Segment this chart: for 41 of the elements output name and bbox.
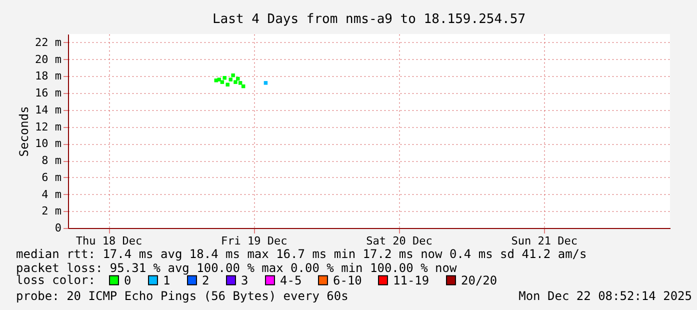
- y-tick-label: 18 m: [35, 70, 62, 83]
- y-tick-label: 22 m: [35, 36, 62, 49]
- text: probe: 20 ICMP Echo Pings (56 Bytes) every 60s: [16, 289, 348, 303]
- y-tick-label: 10 m: [35, 137, 62, 150]
- legend-label: 20/20: [461, 273, 498, 288]
- point: [236, 76, 240, 81]
- legend-label: 2: [202, 273, 210, 288]
- legend-label: 6-10: [333, 273, 362, 288]
- x-tick-label: Sun 21 Dec: [511, 234, 578, 248]
- point: [217, 78, 222, 82]
- legend-title: loss color:: [16, 273, 96, 287]
- y-tick-label: 16 m: [35, 86, 62, 100]
- x-tick-label: Thu 18 Dec: [76, 234, 142, 248]
- y-tick-label: 14 m: [35, 103, 62, 116]
- y-tick-label: 8 m: [42, 154, 62, 168]
- legend-label: 0: [124, 273, 132, 288]
- legend-label: 1: [163, 273, 170, 288]
- y-tick-label: 0: [54, 222, 62, 234]
- y-tick-label: 12 m: [35, 120, 62, 134]
- x-tick-label: Sat 20 Dec: [366, 234, 432, 248]
- point: [231, 73, 235, 78]
- legend-label: 3: [241, 273, 248, 288]
- y-tick-label: 6 m: [42, 170, 62, 184]
- point: [222, 76, 226, 80]
- legend-label: 4-5: [280, 273, 302, 288]
- point: [238, 81, 242, 85]
- point: [234, 80, 238, 84]
- chart-title: Last 4 Days from nms-a9 to 18.159.254.57: [212, 12, 526, 27]
- point: [228, 78, 233, 82]
- text: packet loss: 95.31 % avg 100.00 % max 0.00 % min 100.00 % now: [16, 261, 458, 275]
- point: [226, 82, 230, 86]
- y-tick-label: 2 m: [42, 204, 62, 218]
- text: Mon Dec 22 08:52:14 2025: [518, 289, 692, 303]
- point: [220, 80, 224, 84]
- y-tick-label: 20 m: [35, 52, 62, 66]
- x-tick-label: Fri 19 Dec: [221, 234, 288, 248]
- point: [264, 81, 268, 85]
- y-axis-title: Seconds: [17, 106, 32, 157]
- y-tick-label: 4 m: [42, 188, 62, 201]
- legend-label: 11-19: [393, 273, 430, 288]
- text: median rtt: 17.4 ms avg 18.4 ms max 16.7 ms min 17.2 ms now 0.4 ms sd 41.2 am/s: [16, 247, 587, 261]
